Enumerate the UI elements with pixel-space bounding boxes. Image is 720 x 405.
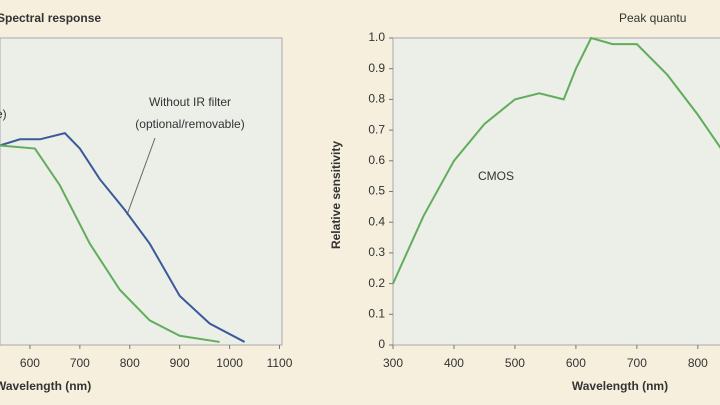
plot-area: [0, 37, 283, 346]
y-tick-label: 1.0: [368, 30, 385, 44]
x-tick-label: 800: [120, 356, 140, 370]
x-tick-label: 1100: [267, 356, 293, 370]
x-tick-label: 800: [688, 356, 708, 370]
series-line: [392, 36, 720, 285]
x-axis-label: Wavelength (nm): [572, 379, 668, 393]
annotation: e): [0, 107, 7, 121]
x-tick-label: 900: [170, 356, 190, 370]
annotation: CMOS: [478, 169, 514, 183]
x-tick-label: 400: [444, 356, 464, 370]
x-tick-label: 700: [627, 356, 647, 370]
y-tick-label: 0.5: [368, 184, 385, 198]
y-tick-label: 0.4: [368, 214, 385, 228]
annotation: Without IR filter: [149, 95, 231, 109]
x-tick-label: 600: [566, 356, 586, 370]
y-tick-label: 0.1: [368, 306, 385, 320]
x-tick-label: 300: [383, 356, 403, 370]
y-tick-label: 0: [378, 337, 385, 351]
x-tick-label: 1000: [216, 356, 243, 370]
series-line: [0, 132, 246, 343]
chart-title: Peak quantu: [619, 11, 686, 25]
x-tick-label: 600: [20, 356, 40, 370]
x-tick-label: 500: [505, 356, 525, 370]
annotation: (optional/removable): [135, 117, 244, 131]
y-tick-label: 0.6: [368, 153, 385, 167]
x-tick-label: 700: [70, 356, 90, 370]
annotation-pointer: [126, 137, 156, 216]
x-axis-label: Wavelength (nm): [0, 379, 91, 393]
y-tick-label: 0.8: [368, 92, 385, 106]
y-tick-label: 0.3: [368, 245, 385, 259]
y-tick-label: 0.2: [368, 276, 385, 290]
y-tick-label: 0.7: [368, 122, 385, 136]
plot-area: [392, 37, 720, 346]
y-axis-label: Relative sensitivity: [329, 141, 343, 249]
y-tick-label: 0.9: [368, 61, 385, 75]
chart-title: Spectral response: [0, 11, 101, 25]
series-line: [0, 144, 220, 343]
